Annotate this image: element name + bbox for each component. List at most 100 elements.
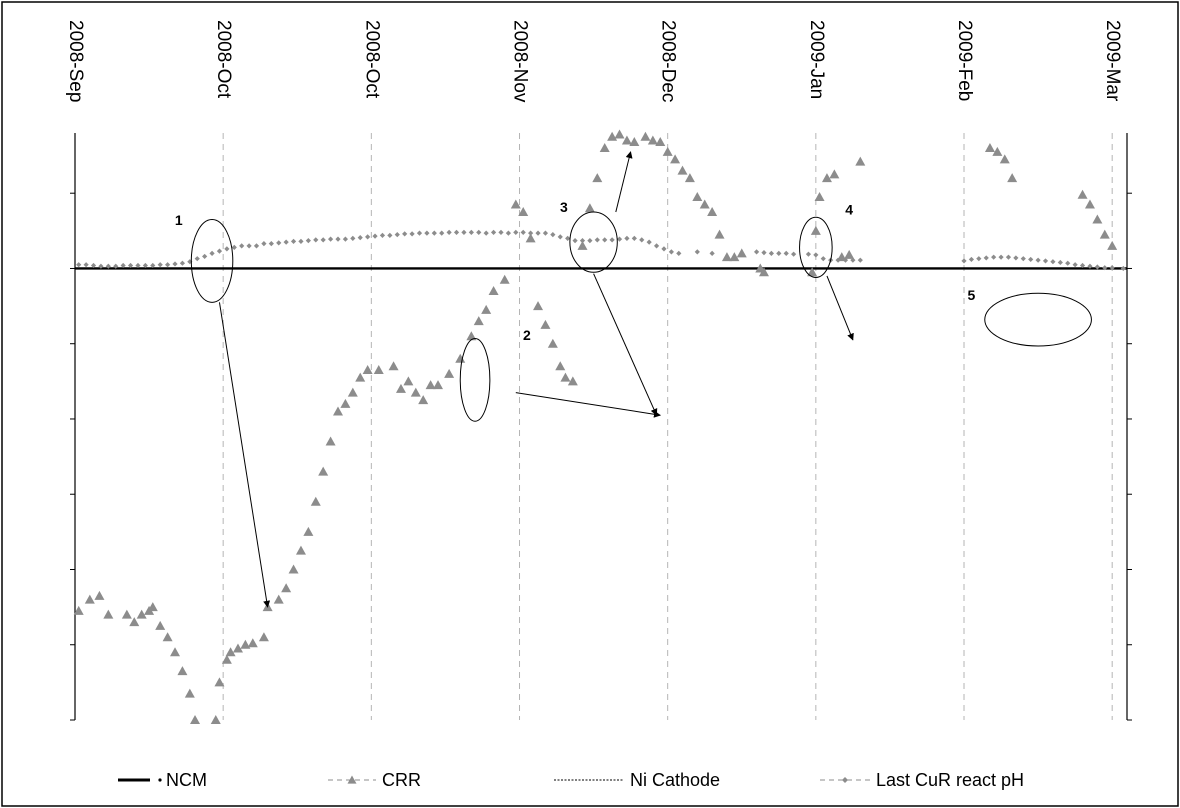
crr-point	[373, 365, 384, 375]
cur-ph-point	[1102, 265, 1108, 271]
cur-ph-point	[483, 230, 489, 236]
cur-ph-point	[357, 235, 363, 241]
cur-ph-point	[709, 250, 715, 257]
crr-point	[999, 154, 1010, 164]
annotation-arrow	[593, 273, 658, 416]
cur-ph-point	[1065, 260, 1071, 266]
cur-ph-point	[320, 237, 326, 243]
cur-ph-point	[83, 262, 89, 268]
cur-ph-point	[246, 243, 252, 249]
cur-ph-point	[1094, 264, 1100, 270]
cur-ph-point	[231, 244, 237, 250]
crr-point	[418, 395, 429, 405]
crr-point	[647, 135, 658, 145]
x-tick-label: 2009-Feb	[954, 20, 975, 101]
crr-point	[355, 372, 366, 382]
cur-ph-point	[991, 254, 997, 260]
cur-ph-point	[1087, 263, 1093, 269]
cur-ph-point	[76, 262, 82, 268]
crr-point	[362, 365, 373, 375]
cur-ph-point	[283, 239, 289, 245]
cur-ph-point	[639, 237, 645, 243]
crr-point	[444, 368, 455, 378]
cur-ph-point	[305, 238, 311, 244]
axis-ticks	[70, 192, 1132, 721]
cur-ph-point	[1005, 254, 1012, 260]
x-tick-label: 2008-Oct	[213, 20, 234, 99]
crr-point	[1007, 173, 1018, 183]
cur-ph-point	[753, 249, 760, 255]
crr-point	[655, 137, 666, 147]
crr-point	[433, 380, 444, 390]
cur-ph-point	[835, 257, 841, 263]
legend-label: NCM	[166, 770, 207, 790]
cur-ph-point	[216, 248, 223, 254]
crr-point	[567, 376, 578, 386]
cur-ph-point	[120, 262, 126, 269]
annotation-ellipse-3	[569, 211, 618, 273]
cur-ph-point	[505, 230, 511, 236]
crr-point	[403, 376, 414, 386]
cur-ph-point	[135, 262, 141, 269]
cur-ph-point	[105, 263, 111, 269]
cur-ph-point	[557, 234, 563, 240]
cur-ph-point	[268, 241, 274, 247]
cur-ph-point	[172, 261, 178, 267]
x-tick-label: 2009-Mar	[1102, 20, 1123, 102]
cur-ph-point	[239, 243, 245, 249]
crr-point	[295, 545, 306, 555]
cur-ph-point	[805, 251, 812, 257]
legend-dot-ncm	[158, 778, 162, 782]
cur-ph-point	[179, 260, 186, 266]
crr-point	[190, 715, 201, 724]
annotation-label-5: 5	[968, 287, 976, 303]
crr-point	[560, 372, 571, 382]
cur-ph-point	[761, 250, 767, 256]
cur-ph-point	[313, 237, 319, 243]
crr-point	[662, 146, 673, 156]
cur-ph-point	[1057, 259, 1063, 266]
cur-ph-point	[335, 236, 341, 242]
cur-ph-point	[1035, 257, 1041, 263]
crr-point	[844, 249, 855, 259]
cur-ph-point	[290, 238, 297, 244]
cur-ph-point	[1013, 255, 1019, 261]
crr-point	[547, 338, 558, 348]
annotation-ellipse-4	[799, 216, 833, 278]
crr-point	[525, 233, 536, 243]
crr-point	[855, 156, 866, 166]
crr-point	[240, 639, 251, 649]
crr-point	[103, 609, 114, 619]
annotation-arrow	[218, 302, 271, 608]
cur-ph-point	[768, 250, 774, 257]
x-tick-label: 2008-Oct	[361, 20, 382, 99]
series-marks	[73, 129, 1127, 724]
crr-point	[699, 199, 710, 209]
cur-ph-point	[1109, 265, 1115, 271]
crr-point	[714, 229, 725, 239]
crr-point	[425, 380, 436, 390]
crr-point	[325, 436, 336, 446]
cur-ph-point	[372, 233, 378, 239]
crr-point	[1107, 240, 1118, 250]
legend: NCM CRR Ni Cathode Last CuR react pH	[118, 770, 1024, 790]
crr-point	[533, 301, 544, 311]
axes	[74, 133, 1128, 720]
crr-point	[258, 632, 269, 642]
cur-ph-point	[616, 236, 623, 242]
x-tick-label: 2009-Jan	[806, 20, 827, 99]
crr-point	[466, 331, 477, 341]
cur-ph-point	[416, 230, 423, 236]
cur-ph-point	[513, 229, 519, 235]
cur-ph-point	[424, 230, 430, 236]
crr-point	[670, 154, 681, 164]
cur-ph-point	[694, 249, 700, 255]
crr-point	[1099, 229, 1110, 239]
cur-ph-point	[379, 232, 386, 238]
crr-point	[225, 647, 236, 657]
cur-ph-point	[976, 256, 982, 262]
legend-label: CRR	[382, 770, 421, 790]
crr-point	[584, 203, 595, 213]
crr-point	[540, 319, 551, 329]
crr-point	[729, 252, 740, 262]
